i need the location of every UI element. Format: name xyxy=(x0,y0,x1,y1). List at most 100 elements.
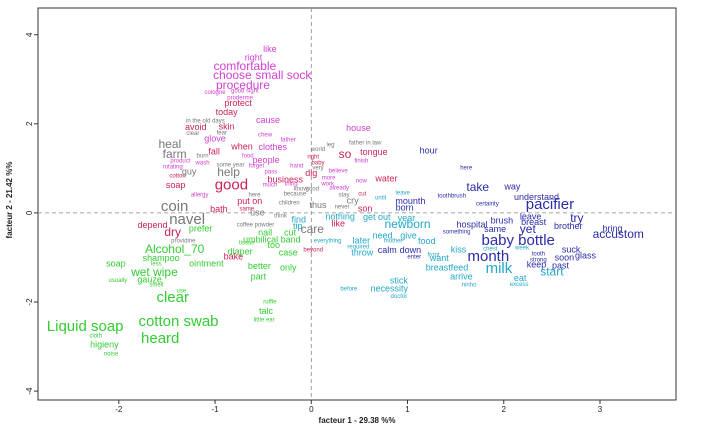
word-point: diaper xyxy=(228,246,253,256)
word-point: suck xyxy=(562,244,581,254)
word-point: fear xyxy=(217,130,227,136)
word-point: milk xyxy=(486,260,513,277)
word-point: coin xyxy=(161,198,189,215)
word-point: leave xyxy=(520,211,542,221)
word-point: throw xyxy=(351,247,374,257)
word-point: farm xyxy=(163,147,187,161)
word-point: same xyxy=(484,224,506,234)
word-point: year xyxy=(398,213,416,223)
word-point: get out xyxy=(363,212,391,222)
word-point: avoid xyxy=(185,122,207,132)
x-axis-title: facteur 1 - 29.38 %% xyxy=(319,416,396,425)
word-point: clear xyxy=(186,131,199,137)
word-point: protect xyxy=(224,98,252,108)
word-point: start xyxy=(540,264,564,278)
word-point: water xyxy=(374,173,397,183)
word-point: cologne xyxy=(205,90,227,96)
word-point: heal xyxy=(158,137,181,151)
word-point: here xyxy=(460,165,473,171)
word-point: very xyxy=(312,165,323,171)
word-point: father xyxy=(281,137,296,143)
word-point: mounth xyxy=(395,196,425,206)
word-point: chew xyxy=(258,133,273,139)
word-point: try xyxy=(570,211,583,225)
word-point: stay xyxy=(339,193,350,199)
word-point: cry xyxy=(347,195,359,205)
word-point: everything xyxy=(314,239,342,245)
word-point: wash xyxy=(195,161,210,167)
word-point: like xyxy=(263,44,277,54)
word-point: cloth xyxy=(89,333,102,339)
word-point: tissue xyxy=(239,240,255,246)
y-tick-label: -2 xyxy=(25,298,34,306)
word-point: comfortable xyxy=(214,59,277,73)
word-point: cut xyxy=(358,191,366,197)
word-point: higieny xyxy=(90,340,119,350)
word-point: week xyxy=(514,246,530,252)
word-point: Liquid soap xyxy=(47,318,124,335)
y-tick-label: 4 xyxy=(25,32,34,37)
word-point: yet xyxy=(520,222,537,236)
word-point: work xyxy=(320,182,335,188)
word-point: doctor xyxy=(391,294,408,300)
word-point: brother xyxy=(554,221,583,231)
word-point: in the old days xyxy=(186,118,225,124)
word-point: some year xyxy=(216,162,244,168)
word-point: brush xyxy=(491,215,514,225)
word-point: cut xyxy=(284,227,297,237)
word-point: children xyxy=(279,201,300,207)
word-point: accustom xyxy=(593,227,644,241)
plot-frame xyxy=(37,7,677,401)
word-point: hour xyxy=(420,145,438,155)
word-point: past xyxy=(552,260,570,270)
word-point: more xyxy=(322,175,336,181)
word-point: guy xyxy=(182,166,197,176)
word-point: people xyxy=(253,155,280,165)
word-point: bath xyxy=(210,204,228,214)
word-point: proderme xyxy=(227,96,253,102)
word-point: eat xyxy=(514,273,527,283)
word-point: down xyxy=(400,245,422,255)
word-point: depend xyxy=(137,220,167,230)
word-point: nail xyxy=(258,227,272,237)
word-point: only xyxy=(280,263,297,273)
word-point: today xyxy=(216,107,239,117)
word-point: need xyxy=(372,230,392,240)
word-point: thing xyxy=(285,182,298,188)
word-point: when xyxy=(230,141,253,151)
word-point: certainty xyxy=(476,202,499,208)
word-point: rotating xyxy=(163,165,183,171)
word-point: glass xyxy=(575,250,597,260)
word-point: necessity xyxy=(370,283,408,293)
word-point: born xyxy=(396,202,414,212)
word-point: pacifier xyxy=(526,196,574,213)
word-point: clothes xyxy=(259,142,288,152)
word-point: excess xyxy=(510,282,529,288)
word-point: way xyxy=(503,181,521,191)
word-point: believe xyxy=(329,169,349,175)
word-point: cause xyxy=(256,115,280,125)
word-point: breast xyxy=(521,217,547,227)
word-point: give xyxy=(400,230,417,240)
word-point: stick xyxy=(390,275,409,285)
word-point: food xyxy=(242,153,254,159)
word-point: thus xyxy=(310,200,328,210)
word-point: want xyxy=(429,253,450,263)
x-tick-label: -1 xyxy=(211,405,219,414)
word-point: find xyxy=(292,214,307,224)
word-point: ointment xyxy=(189,259,224,269)
word-point: pass xyxy=(265,170,278,176)
word-point: less xyxy=(151,262,162,268)
word-point: soap xyxy=(106,259,126,269)
word-point: know xyxy=(294,186,309,192)
word-point: small sock xyxy=(255,68,312,82)
word-point: baby bottle xyxy=(481,232,554,249)
word-point: father in law xyxy=(349,141,382,147)
word-point: leave xyxy=(396,190,411,196)
word-point: shampoo xyxy=(143,253,180,263)
word-point: think xyxy=(274,214,288,220)
word-point: so xyxy=(339,147,352,161)
word-point: newborn xyxy=(385,217,431,231)
word-point: choose xyxy=(213,68,252,82)
word-point: better xyxy=(248,261,271,271)
